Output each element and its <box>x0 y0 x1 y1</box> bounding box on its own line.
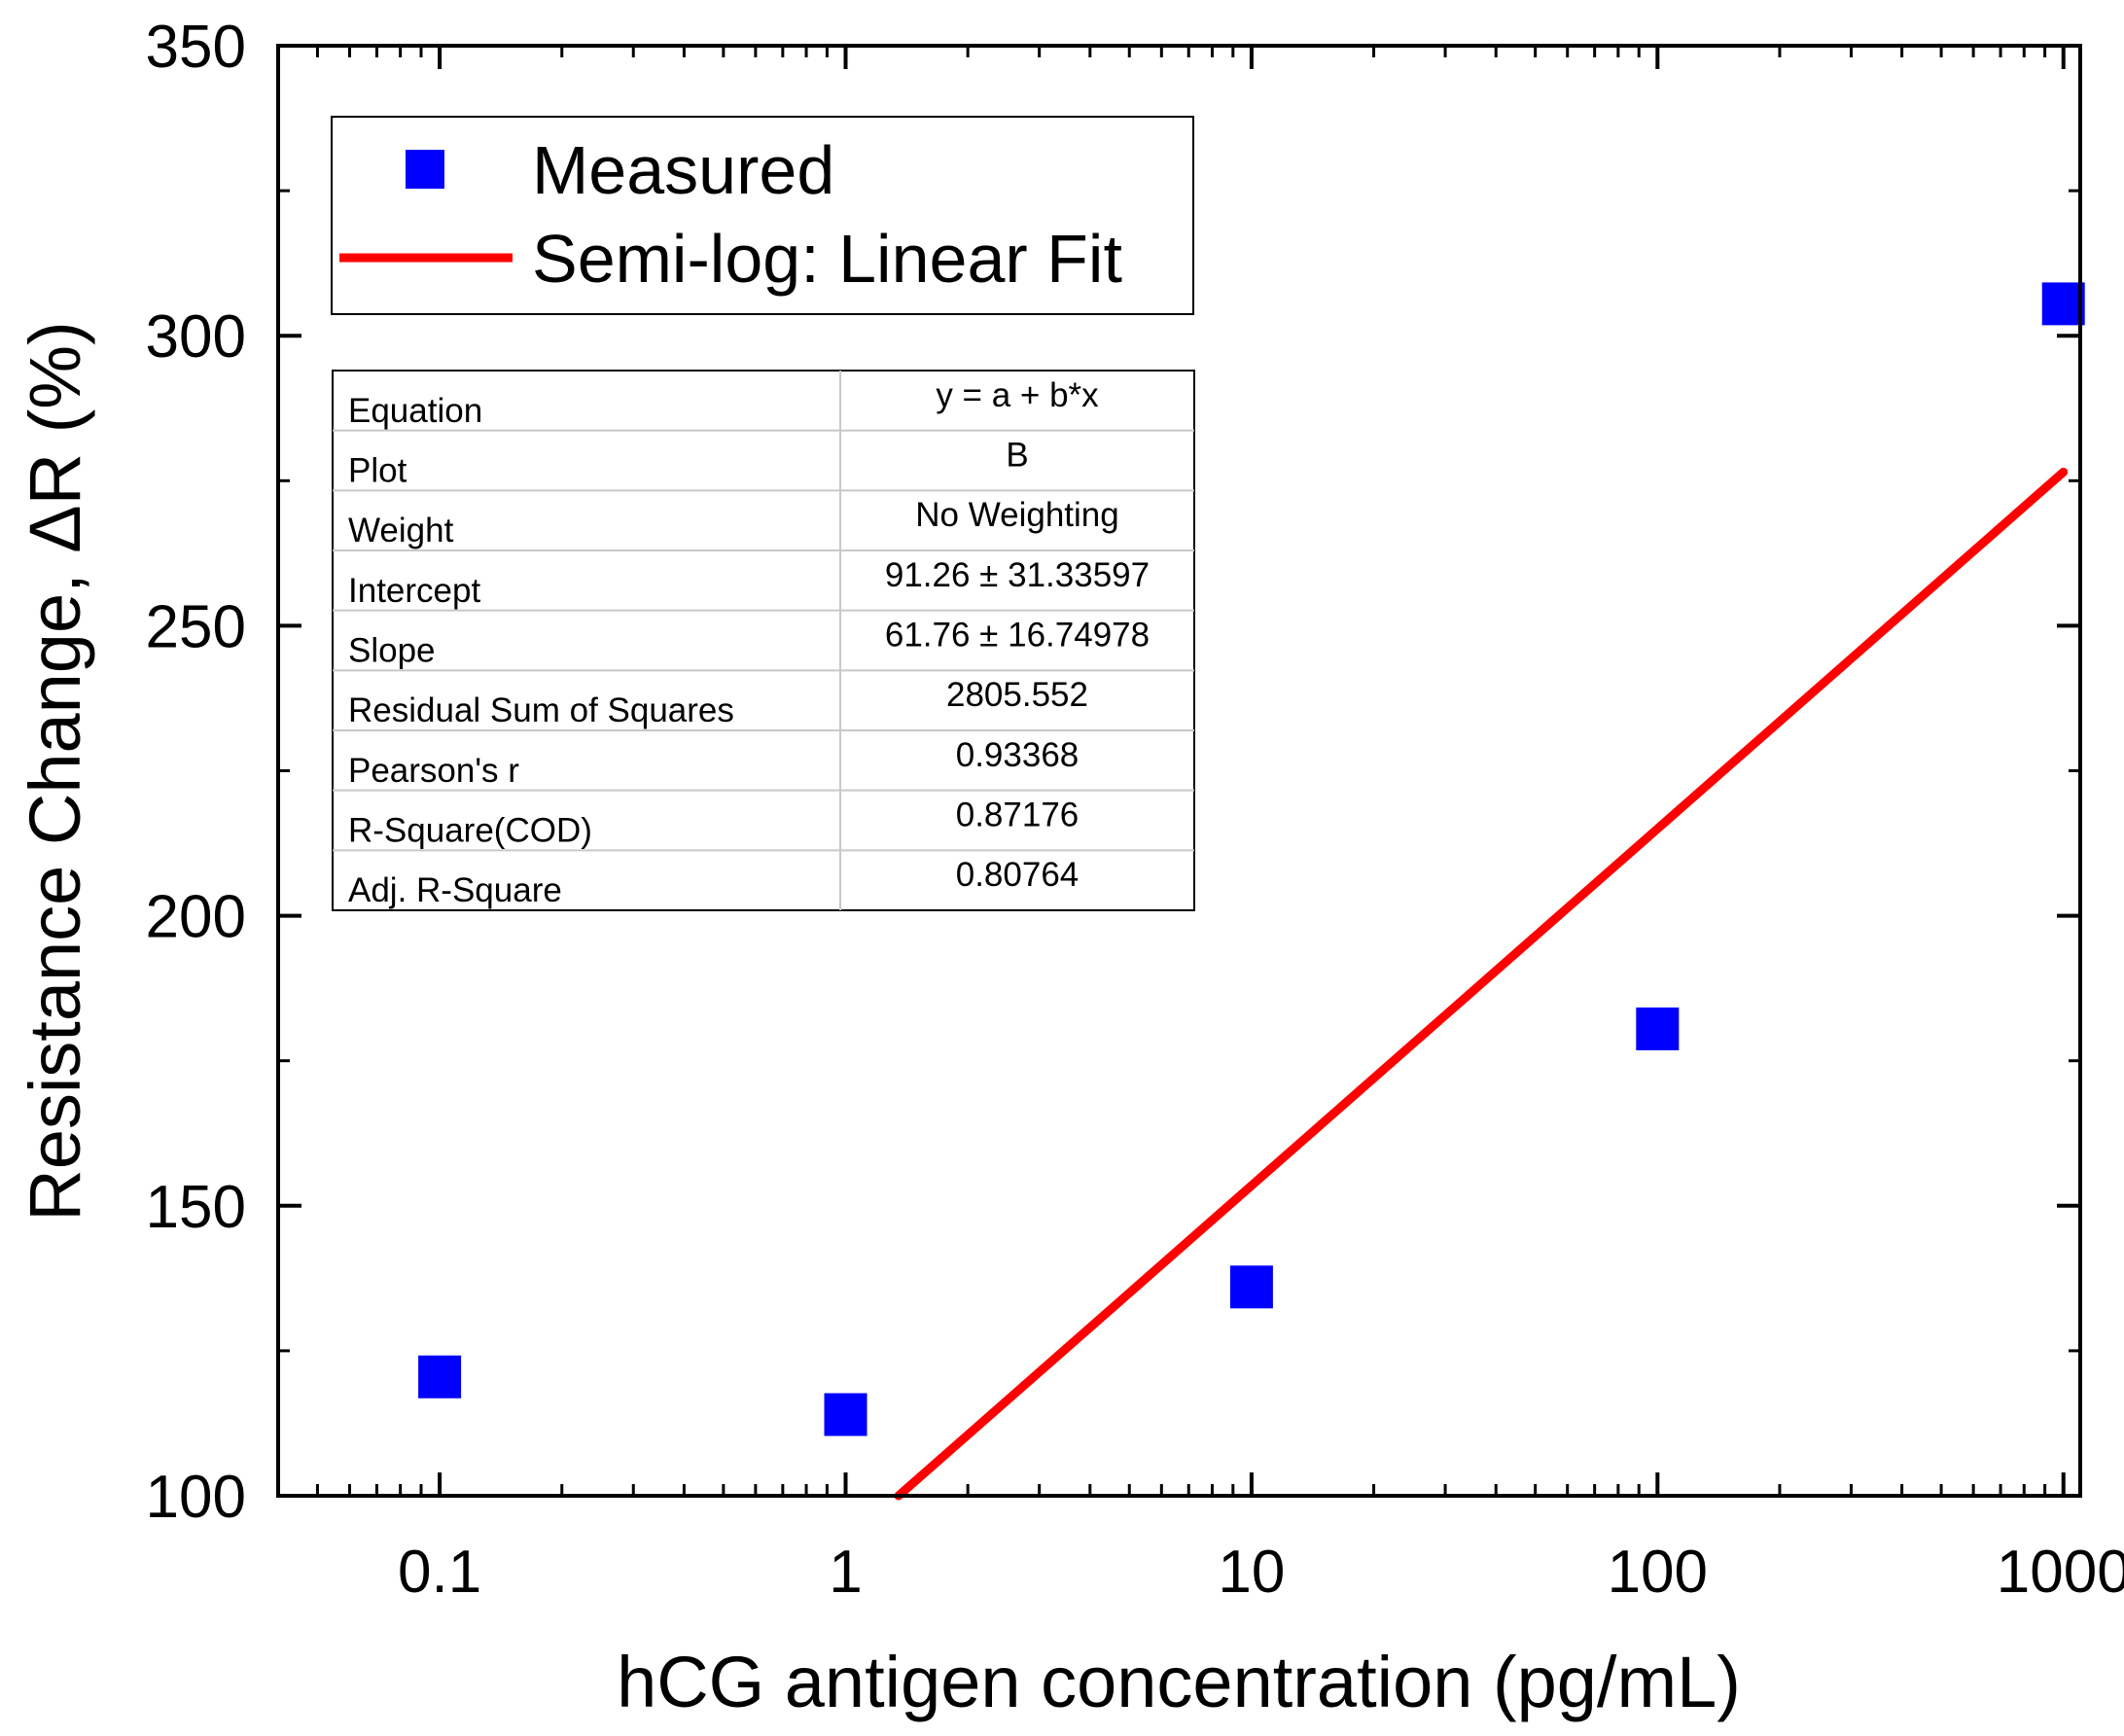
fit-table-value: y = a + b*x <box>936 376 1099 414</box>
fit-table-value: 91.26 ± 31.33597 <box>885 556 1150 594</box>
fit-table-label: Weight <box>348 512 454 549</box>
data-point-marker <box>824 1393 867 1436</box>
y-axis-title: Resistance Change, ΔR (%) <box>15 321 95 1221</box>
x-tick-label: 1000 <box>1997 1539 2124 1606</box>
x-tick-label: 100 <box>1608 1539 1708 1606</box>
plot-frame <box>276 44 2082 1498</box>
y-tick-label: 200 <box>146 884 246 951</box>
y-tick-label: 250 <box>146 593 246 660</box>
fit-line-group <box>894 467 2069 1501</box>
fit-table-label: Pearson's r <box>348 752 519 790</box>
data-point-marker <box>418 1355 462 1399</box>
legend-fit-label: Semi-log: Linear Fit <box>532 221 1122 297</box>
fit-table-value: B <box>1006 437 1028 475</box>
fit-table-value: 0.87176 <box>956 797 1080 834</box>
fit-table-value: No Weighting <box>915 496 1118 534</box>
fit-table-value: 61.76 ± 16.74978 <box>885 617 1150 655</box>
fit-table-label: Equation <box>348 392 482 430</box>
fit-table-value: 2805.552 <box>946 676 1088 714</box>
data-point-marker <box>1229 1265 1273 1309</box>
markers <box>418 282 2085 1436</box>
fit-table-label: Residual Sum of Squares <box>348 691 734 729</box>
y-tick-label: 100 <box>146 1464 246 1531</box>
fit-table: Equation y = a + b*x Plot B Weight No Weighti… <box>332 370 1195 911</box>
fit-table-label: R-Square(COD) <box>348 812 592 850</box>
y-tick-label: 150 <box>146 1174 246 1241</box>
fit-table-label: Intercept <box>348 572 480 610</box>
x-tick-label: 1 <box>829 1539 862 1606</box>
data-point-marker <box>2041 282 2085 326</box>
x-tick-label: 0.1 <box>398 1539 481 1606</box>
legend-measured-label: Measured <box>532 132 834 208</box>
y-tick-label: 300 <box>146 303 246 371</box>
fit-table-label: Slope <box>348 632 436 670</box>
tick-labels: 0.1 1 10 100 1000 100 150 200 250 300 350 <box>146 14 2124 1606</box>
x-tick-label: 10 <box>1218 1539 1285 1606</box>
fit-table-value: 0.80764 <box>956 856 1080 894</box>
legend: Measured Semi-log: Linear Fit <box>331 116 1194 315</box>
fit-table-label: Plot <box>348 452 407 490</box>
data-point-marker <box>1636 1007 1680 1050</box>
x-axis-title: hCG antigen concentration (pg/mL) <box>617 1642 1741 1722</box>
fit-table-label: Adj. R-Square <box>348 871 562 909</box>
fit-table-value: 0.93368 <box>956 736 1080 774</box>
y-tick-label: 350 <box>146 14 246 81</box>
legend-box <box>331 116 1194 315</box>
fit-line <box>894 467 2069 1501</box>
fit-table-frame <box>332 370 1195 911</box>
legend-measured-marker <box>406 150 444 189</box>
